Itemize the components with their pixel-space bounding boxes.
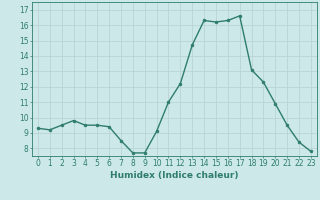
X-axis label: Humidex (Indice chaleur): Humidex (Indice chaleur) (110, 171, 239, 180)
